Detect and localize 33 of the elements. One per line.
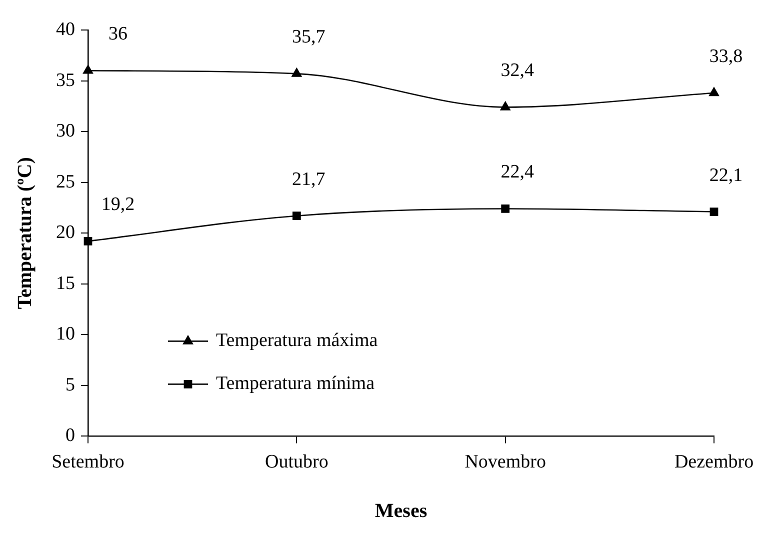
x-tick-label: Outubro xyxy=(265,452,328,473)
legend-label: Temperatura mínima xyxy=(216,373,376,394)
y-tick-label: 25 xyxy=(56,171,75,192)
data-label: 22,1 xyxy=(709,164,743,186)
x-tick-label: Setembro xyxy=(52,452,124,473)
x-tick-label: Novembro xyxy=(464,452,546,473)
point xyxy=(84,237,92,246)
point xyxy=(500,102,510,110)
y-tick-label: 5 xyxy=(66,374,75,396)
data-label: 22,4 xyxy=(500,162,534,183)
data-label: 35,7 xyxy=(292,26,326,48)
x-axis-title: Meses xyxy=(374,500,428,522)
y-axis-title: Temperatura (ºC) xyxy=(14,157,36,310)
y-tick-label: 40 xyxy=(56,18,75,40)
data-label: 21,7 xyxy=(292,168,326,190)
point xyxy=(292,212,301,220)
data-label: 33,8 xyxy=(709,46,743,67)
legend-label: Temperatura máxima xyxy=(216,330,378,352)
data-label: 32,4 xyxy=(500,60,534,82)
point xyxy=(710,208,718,216)
x-tick-label: Dezembro xyxy=(674,452,754,473)
point xyxy=(83,64,93,74)
y-tick-label: 15 xyxy=(56,272,75,294)
point xyxy=(501,204,510,213)
data-label: 19,2 xyxy=(101,194,135,216)
y-tick-label: 30 xyxy=(56,120,75,142)
data-label: 36 xyxy=(108,24,128,45)
y-tick-label: 35 xyxy=(56,70,75,91)
y-tick-label: 0 xyxy=(66,425,75,446)
point xyxy=(709,87,719,96)
point xyxy=(292,68,302,77)
y-tick-label: 10 xyxy=(56,324,75,345)
y-tick-label: 20 xyxy=(56,222,75,244)
